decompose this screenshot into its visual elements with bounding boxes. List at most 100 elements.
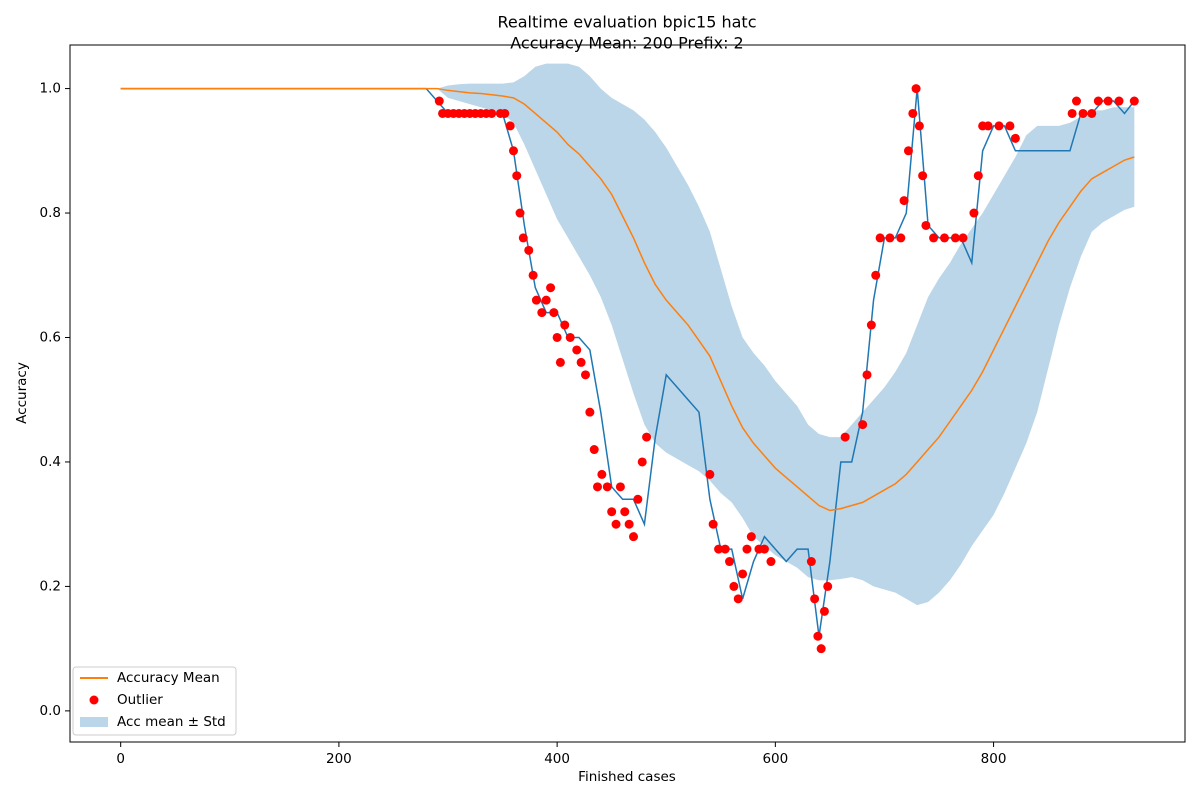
y-tick-label: 0.2 <box>40 578 61 594</box>
outlier-point <box>875 233 885 243</box>
outlier-point <box>896 233 906 243</box>
y-tick-label: 0.6 <box>40 329 61 345</box>
outlier-point <box>1078 108 1088 118</box>
outlier-point <box>921 220 931 230</box>
outlier-point <box>1093 96 1103 106</box>
outlier-point <box>742 544 752 554</box>
outlier-point <box>560 320 570 330</box>
chart-subtitle: Accuracy Mean: 200 Prefix: 2 <box>510 34 743 53</box>
outlier-point <box>508 146 518 156</box>
outlier-point <box>552 332 562 342</box>
outlier-point <box>615 482 625 492</box>
outlier-point <box>994 121 1004 131</box>
outlier-point <box>597 469 607 479</box>
legend-dot <box>89 695 99 705</box>
outlier-point <box>914 121 924 131</box>
outlier-point <box>1087 108 1097 118</box>
outlier-point <box>515 208 525 218</box>
outlier-point <box>629 532 639 542</box>
y-tick-label: 0.8 <box>40 205 61 221</box>
outlier-point <box>862 370 872 380</box>
outlier-point <box>708 519 718 529</box>
outlier-point <box>733 594 743 604</box>
outlier-point <box>918 171 928 181</box>
outlier-point <box>939 233 949 243</box>
plot-area <box>120 63 1139 654</box>
outlier-point <box>899 196 909 206</box>
outlier-point <box>858 420 868 430</box>
outlier-point <box>565 332 575 342</box>
y-tick-label: 1.0 <box>40 81 61 97</box>
outlier-point <box>607 507 617 517</box>
outlier-point <box>950 233 960 243</box>
x-tick-label: 200 <box>326 751 352 767</box>
outlier-point <box>572 345 582 355</box>
outlier-point <box>434 96 444 106</box>
outlier-point <box>541 295 551 305</box>
outlier-point <box>518 233 528 243</box>
outlier-point <box>602 482 612 492</box>
x-tick-label: 400 <box>544 751 570 767</box>
outlier-point <box>505 121 515 131</box>
outlier-point <box>537 308 547 318</box>
legend-label: Outlier <box>117 692 163 708</box>
outlier-point <box>729 581 739 591</box>
outlier-point <box>908 108 918 118</box>
outlier-point <box>705 469 715 479</box>
outlier-point <box>585 407 595 417</box>
outlier-point <box>714 544 724 554</box>
outlier-point <box>725 557 735 567</box>
outlier-point <box>819 606 829 616</box>
outlier-point <box>1005 121 1015 131</box>
outlier-point <box>806 557 816 567</box>
outlier-point <box>871 270 881 280</box>
legend-patch <box>80 717 108 727</box>
outlier-point <box>531 295 541 305</box>
series-line <box>120 87 1135 512</box>
x-tick-label: 800 <box>981 751 1007 767</box>
outlier-point <box>816 644 826 654</box>
outlier-point <box>642 432 652 442</box>
outlier-point <box>620 507 630 517</box>
x-tick-label: 600 <box>762 751 788 767</box>
outlier-point <box>611 519 621 529</box>
outlier-point <box>1071 96 1081 106</box>
outlier-point <box>528 270 538 280</box>
legend-label: Accuracy Mean <box>117 670 220 686</box>
outlier-point <box>1103 96 1113 106</box>
outlier-point <box>633 494 643 504</box>
outlier-point <box>549 308 559 318</box>
outlier-point <box>720 544 730 554</box>
outlier-point <box>512 171 522 181</box>
outlier-point <box>487 108 497 118</box>
outlier-point <box>1010 133 1020 143</box>
outlier-point <box>759 544 769 554</box>
outlier-point <box>1129 96 1139 106</box>
outlier-point <box>738 569 748 579</box>
outlier-point <box>500 108 510 118</box>
outlier-point <box>592 482 602 492</box>
outlier-point <box>813 631 823 641</box>
legend-label: Acc mean ± Std <box>117 714 226 730</box>
outlier-point <box>766 557 776 567</box>
outlier-point <box>823 581 833 591</box>
std-band <box>120 63 1135 606</box>
outlier-point <box>911 84 921 94</box>
outlier-point <box>637 457 647 467</box>
outlier-point <box>1114 96 1124 106</box>
outlier-point <box>1067 108 1077 118</box>
y-axis-label: Accuracy <box>14 362 30 424</box>
outlier-point <box>589 445 599 455</box>
y-tick-label: 0.0 <box>40 703 61 719</box>
outlier-point <box>580 370 590 380</box>
outlier-point <box>903 146 913 156</box>
legend-box <box>72 666 237 736</box>
y-tick-label: 0.4 <box>40 454 61 470</box>
outlier-point <box>840 432 850 442</box>
outlier-point <box>746 532 756 542</box>
outlier-point <box>929 233 939 243</box>
x-tick-label: 0 <box>116 751 125 767</box>
x-axis-label: Finished cases <box>578 769 676 785</box>
outlier-point <box>866 320 876 330</box>
